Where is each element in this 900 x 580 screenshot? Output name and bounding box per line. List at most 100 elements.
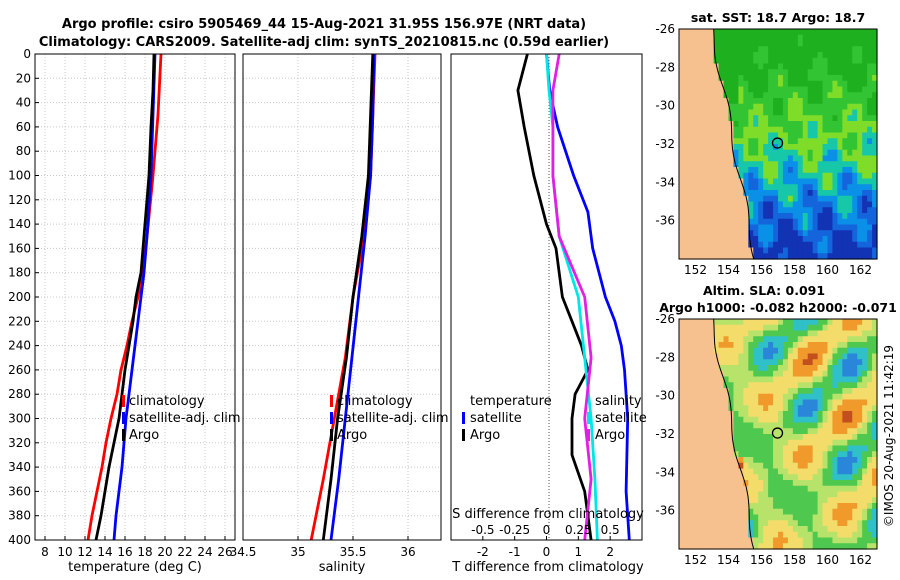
map-cell — [748, 416, 754, 424]
map-cell — [718, 457, 725, 464]
map-cell — [857, 399, 863, 406]
legend-label-satellite: satellite-adj. clim — [129, 411, 241, 426]
map-cell — [768, 439, 774, 447]
map-cell — [713, 126, 720, 134]
map-cell — [792, 149, 799, 157]
map-cell — [683, 434, 690, 441]
map-cell — [728, 508, 735, 516]
map-cell — [792, 514, 799, 521]
map-cell — [832, 468, 838, 475]
map-cell — [679, 399, 685, 406]
map-cell — [867, 503, 873, 510]
map-cell — [703, 336, 710, 343]
map-cell — [787, 92, 794, 99]
map-cell — [802, 132, 809, 139]
map-cell — [832, 92, 838, 99]
map-cell — [758, 422, 764, 429]
map-cell — [837, 491, 843, 498]
map-cell — [822, 230, 829, 237]
map-cell — [778, 445, 784, 452]
map-cell — [812, 115, 819, 122]
map-cell — [738, 439, 744, 447]
map-cell — [713, 247, 720, 254]
map-cell — [708, 80, 715, 88]
map-cell — [822, 485, 829, 493]
map-cell — [733, 388, 739, 395]
map-cell — [753, 224, 759, 231]
map-cell — [802, 253, 809, 260]
map-cell — [763, 399, 769, 406]
map-cell — [679, 531, 685, 539]
map-cell — [822, 514, 829, 521]
map-cell — [832, 480, 838, 487]
map-cell — [773, 218, 779, 226]
map-cell — [728, 543, 735, 550]
map-cell — [778, 422, 784, 429]
map-cell — [703, 109, 710, 116]
map-cell — [852, 370, 858, 378]
map-cell — [872, 445, 878, 452]
map-cell — [807, 121, 814, 128]
map-cell — [703, 393, 710, 401]
map-cell — [802, 451, 809, 458]
map-cell — [862, 155, 868, 162]
map-cell — [713, 155, 720, 162]
map-cell — [683, 491, 690, 498]
map-cell — [832, 503, 838, 510]
y-tick-label: 220 — [8, 314, 31, 328]
map-cell — [782, 144, 789, 151]
map-cell — [867, 543, 873, 550]
map-cell — [807, 109, 814, 116]
map-cell — [698, 451, 705, 458]
map-cell — [738, 434, 744, 441]
map-cell — [679, 428, 685, 435]
map-cell — [679, 236, 685, 243]
map-cell — [862, 514, 868, 521]
map-cell — [748, 52, 754, 59]
map-cell — [792, 178, 799, 185]
map-cell — [837, 330, 843, 337]
map-cell — [679, 155, 685, 162]
map-cell — [827, 543, 834, 550]
map-cell — [713, 29, 720, 36]
map-cell — [852, 253, 858, 260]
map-cell — [837, 445, 843, 452]
map-cell — [728, 236, 735, 243]
map-cell — [733, 121, 739, 128]
map-cell — [778, 330, 784, 337]
salinity-x-ticks: 34.5 35 35.5 36 — [230, 536, 416, 559]
difference-x-ticks: -2 -1 0 1 2 — [477, 536, 614, 559]
map-cell — [827, 138, 834, 145]
map-cell — [807, 324, 814, 332]
difference-legend-salinity: salinity satellite Argo — [587, 394, 647, 443]
map-cell — [857, 63, 863, 70]
map-cell — [872, 126, 878, 134]
map-cell — [847, 382, 853, 389]
map-cell — [683, 543, 690, 550]
map-cell — [708, 503, 715, 510]
map-cell — [763, 324, 769, 332]
map-cell — [758, 319, 764, 326]
map-cell — [817, 80, 824, 88]
map-cell — [708, 411, 715, 418]
map-cell — [872, 382, 878, 389]
map-cell — [753, 537, 759, 544]
map-cell — [733, 543, 739, 550]
map-cell — [743, 103, 749, 111]
map-cell — [862, 149, 868, 157]
map-cell — [693, 399, 700, 406]
map-cell — [693, 155, 700, 162]
map-cell — [872, 218, 878, 226]
map-cell — [703, 365, 710, 372]
map-cell — [817, 92, 824, 99]
map-cell — [733, 468, 739, 475]
map-cell — [728, 184, 735, 191]
map-cell — [688, 184, 695, 191]
map-cell — [738, 236, 744, 243]
map-cell — [748, 353, 754, 360]
map-cell — [867, 388, 873, 395]
map-cell — [807, 319, 814, 326]
map-cell — [807, 336, 814, 343]
map-cell — [797, 75, 804, 82]
map-cell — [778, 370, 784, 378]
